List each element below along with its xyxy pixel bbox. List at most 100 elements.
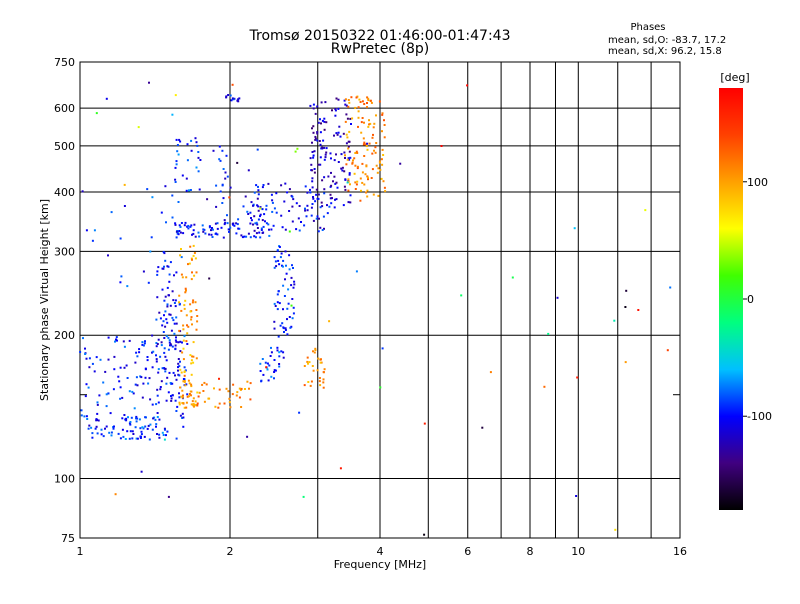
- data-point: [368, 142, 371, 145]
- data-point: [190, 257, 193, 260]
- data-point: [257, 205, 260, 208]
- data-point: [267, 379, 270, 382]
- data-point: [171, 194, 174, 197]
- data-point: [235, 232, 238, 235]
- data-point: [288, 230, 291, 233]
- data-point: [201, 224, 204, 227]
- data-point: [307, 362, 309, 365]
- data-point: [227, 390, 230, 393]
- data-point: [197, 170, 200, 173]
- data-point: [194, 400, 197, 403]
- data-point: [196, 404, 199, 407]
- data-point: [126, 285, 129, 288]
- data-point: [350, 96, 353, 99]
- data-point: [182, 402, 185, 405]
- data-point: [155, 318, 158, 321]
- data-point: [179, 254, 182, 257]
- data-point: [149, 423, 152, 426]
- data-point: [183, 406, 186, 409]
- data-point: [280, 252, 283, 255]
- data-point: [337, 131, 340, 134]
- data-point: [311, 169, 314, 172]
- data-point: [185, 406, 188, 409]
- data-point: [309, 157, 312, 160]
- data-point: [107, 358, 110, 361]
- data-point: [378, 100, 381, 103]
- data-point: [147, 281, 150, 284]
- data-point: [178, 230, 181, 232]
- data-point: [543, 385, 546, 388]
- data-point: [272, 224, 275, 227]
- data-point: [384, 190, 387, 193]
- data-point: [288, 210, 291, 212]
- data-point: [179, 226, 182, 228]
- data-point: [164, 355, 167, 358]
- data-point: [184, 299, 187, 302]
- data-point: [319, 156, 322, 159]
- data-point: [218, 145, 221, 148]
- data-point: [168, 313, 171, 316]
- data-point: [359, 199, 362, 202]
- data-point: [188, 382, 191, 385]
- data-point: [85, 415, 88, 418]
- data-point: [211, 228, 214, 231]
- data-point: [155, 423, 158, 426]
- data-point: [193, 223, 196, 226]
- data-point: [174, 223, 177, 226]
- data-point: [196, 391, 199, 394]
- data-point: [363, 103, 366, 105]
- data-point: [140, 435, 142, 438]
- data-point: [325, 147, 328, 150]
- data-point: [380, 158, 383, 161]
- data-point: [302, 495, 305, 498]
- data-point: [284, 182, 287, 185]
- data-point: [273, 327, 276, 330]
- data-point: [229, 406, 232, 409]
- data-point: [177, 362, 180, 365]
- data-point: [178, 392, 180, 395]
- data-point: [341, 166, 344, 169]
- data-point: [182, 380, 185, 383]
- data-point: [344, 103, 347, 106]
- data-point: [186, 225, 189, 228]
- data-point: [87, 427, 90, 430]
- data-point: [195, 309, 198, 311]
- data-point: [113, 368, 116, 371]
- data-point: [294, 150, 297, 153]
- data-point: [98, 394, 101, 397]
- data-point: [171, 113, 174, 116]
- data-point: [179, 360, 181, 363]
- data-point: [460, 294, 463, 297]
- data-point: [669, 286, 672, 289]
- data-point: [158, 436, 161, 439]
- data-point: [215, 184, 218, 187]
- data-point: [177, 358, 180, 360]
- data-point: [221, 202, 224, 204]
- data-point: [383, 186, 386, 189]
- data-point: [323, 158, 326, 161]
- data-point: [192, 404, 195, 407]
- data-point: [141, 396, 144, 399]
- data-point: [176, 405, 179, 408]
- data-point: [253, 191, 256, 194]
- data-point: [256, 197, 259, 200]
- data-point: [216, 233, 219, 236]
- data-point: [303, 224, 306, 227]
- data-point: [154, 418, 157, 421]
- data-point: [316, 132, 319, 135]
- data-point: [135, 417, 137, 420]
- data-point: [266, 368, 269, 371]
- data-point: [131, 430, 134, 433]
- data-point: [211, 227, 213, 229]
- data-point: [322, 381, 325, 384]
- data-point: [280, 214, 283, 217]
- data-point: [187, 325, 190, 328]
- data-point: [277, 290, 280, 293]
- data-point: [121, 396, 124, 399]
- data-point: [261, 219, 264, 222]
- data-point: [330, 157, 332, 160]
- data-point: [624, 306, 627, 308]
- data-point: [189, 310, 192, 313]
- data-point: [243, 235, 246, 238]
- data-point: [377, 167, 380, 170]
